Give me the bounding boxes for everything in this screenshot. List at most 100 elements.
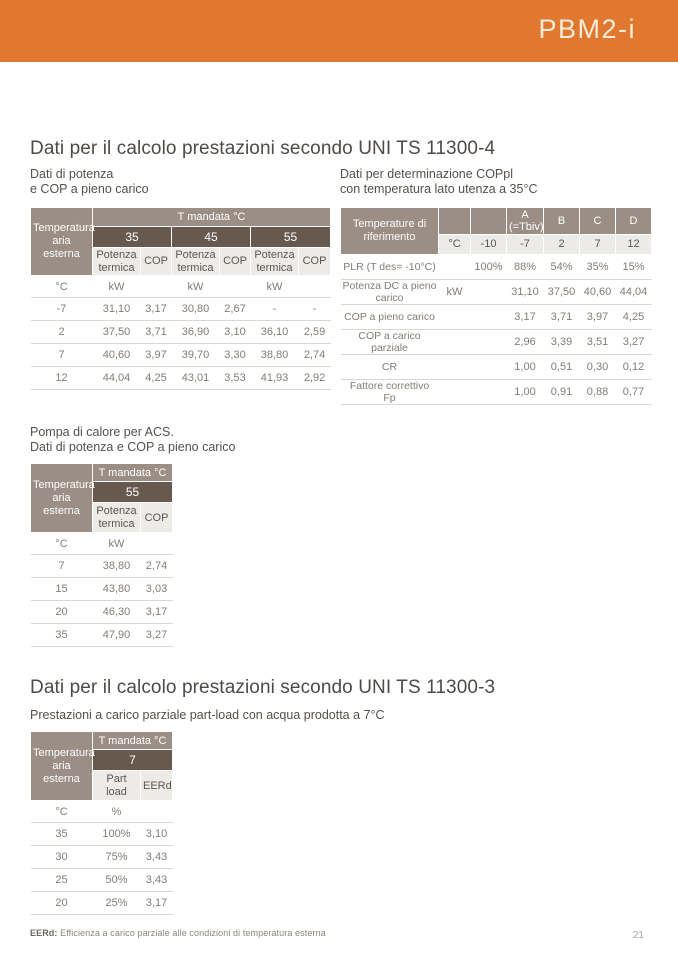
table-cell: 3,17 [145, 897, 168, 910]
t-mandata-header: T mandata °C [91, 731, 174, 751]
table-cell: 37,50 [102, 326, 131, 339]
t-mandata-header: T mandata °C [91, 463, 174, 483]
table-cell: 2,96 [514, 336, 536, 349]
table-cell [299, 276, 331, 298]
col-temp: 12 [615, 234, 652, 255]
table-cell: 25 [55, 874, 68, 887]
table-cell [439, 380, 471, 405]
table-cell: 44,04 [102, 372, 131, 385]
table-cell: 46,30 [102, 606, 131, 619]
table-cell: % [111, 805, 122, 818]
table-cell: °C [55, 537, 68, 550]
table-cell: 0,77 [622, 386, 645, 399]
table-cell: CR [381, 361, 398, 374]
table-cell: 43,01 [181, 372, 210, 385]
table-cell: 20 [55, 897, 68, 910]
table-cell: 3,10 [145, 828, 168, 841]
table-cell: 44,04 [619, 286, 648, 299]
table-cell: 0,12 [622, 361, 645, 374]
table-cell: 3,97 [586, 311, 609, 324]
page-header-bar: PBM2-i [0, 0, 678, 62]
col-letter-d: D [615, 207, 652, 235]
col-letter-blank [470, 207, 507, 235]
col-header-potenza: Potenza termica [171, 246, 220, 277]
col-letter-b: B [543, 207, 580, 235]
table-cell: 1,00 [514, 386, 536, 399]
table-cell: 88% [513, 261, 537, 273]
table-row: Fattore correttivo Fp 1,00 0,91 0,88 0,77 [340, 380, 652, 405]
table-row: PLR (T des= -10°C) 100% 88% 54% 35% 15% [340, 255, 652, 280]
table-cell: 3,17 [514, 311, 536, 324]
col-header-cop: COP [297, 246, 332, 277]
coppl-column: Dati per determinazione COPpl con temper… [340, 167, 652, 405]
table-cell: 3,71 [550, 311, 573, 324]
table-cell: 3,10 [224, 326, 246, 339]
table-row: 20 25% 3,17 [30, 892, 173, 915]
table-cell: 3,51 [586, 336, 609, 349]
col-temp: 2 [543, 234, 580, 255]
page-number: 21 [632, 930, 644, 941]
table-cell: 3,30 [224, 349, 246, 362]
col-header-part-load: Part load [92, 770, 141, 802]
acs-table-title: Pompa di calore per ACS. Dati di potenza… [30, 425, 236, 455]
table-cell: 3,17 [145, 606, 168, 619]
table-cell: 2,74 [303, 349, 326, 362]
table-cell: 36,10 [260, 326, 289, 339]
table-cell: 31,10 [511, 286, 539, 299]
corner-header: Temperatura aria esterna [30, 206, 95, 277]
partload-table: Temperatura aria esterna T mandata °C 7 … [30, 731, 174, 915]
table-row: 25 50% 3,43 [30, 869, 173, 892]
product-name: PBM2-i [538, 13, 636, 44]
t-mandata-header: T mandata °C [91, 207, 332, 227]
table-cell: 20 [55, 606, 68, 619]
table-cell: 7 [58, 560, 65, 573]
temp-group-45: 45 [171, 226, 251, 248]
units-row: °C kW kW kW [30, 276, 331, 298]
col-header-cop: COP [139, 502, 174, 534]
table-cell: - [272, 303, 277, 316]
table-row: CR 1,00 0,51 0,30 0,12 [340, 355, 652, 380]
table-cell: 3,39 [550, 336, 573, 349]
table-cell: 3,97 [145, 349, 167, 362]
table-cell: °C [55, 280, 68, 293]
table-cell: 3,17 [145, 303, 167, 316]
two-column-tables: Dati di potenza e COP a pieno carico Tem… [30, 167, 652, 405]
table-row: COP a carico parziale 2,96 3,39 3,51 3,27 [340, 330, 652, 355]
table-cell: 75% [105, 851, 128, 864]
table-cell: 3,43 [145, 851, 168, 864]
table-cell: kW [108, 280, 125, 293]
col-header-cop: COP [140, 246, 172, 277]
table-cell: 0,88 [586, 386, 609, 399]
table-cell: 41,93 [260, 372, 289, 385]
col-header-eerd: EERd [139, 770, 174, 802]
table-cell: 0,51 [550, 361, 573, 374]
power-cop-column: Dati di potenza e COP a pieno carico Tem… [30, 167, 332, 405]
table-cell: 2,67 [224, 303, 246, 316]
table-cell: 3,27 [145, 629, 168, 642]
eerd-footnote: EERd: Efficienza a carico parziale alle … [30, 928, 650, 938]
table-row: 15 43,80 3,03 [30, 578, 173, 601]
footnote-text: Efficienza a carico parziale alle condiz… [57, 928, 326, 939]
table-cell: 35 [55, 828, 68, 841]
table-row: 35 100% 3,10 [30, 823, 173, 846]
table-cell: kW [187, 280, 204, 293]
table-row: 2 37,50 3,71 36,90 3,10 36,10 2,59 [30, 321, 331, 344]
table-cell: 2,92 [303, 372, 326, 385]
table-row: 35 47,90 3,27 [30, 624, 173, 647]
table-cell [439, 255, 471, 280]
coppl-table-subtitle: Dati per determinazione COPpl con temper… [340, 167, 538, 196]
table-cell: 2 [58, 326, 65, 339]
table-cell: 2,74 [145, 560, 168, 573]
table-cell [471, 330, 507, 355]
table-cell: 3,03 [145, 583, 168, 596]
table-cell: 54% [550, 261, 573, 273]
corner-header: Temperature di riferimento [340, 207, 439, 255]
table-cell: 30 [55, 851, 68, 864]
section-title-uni-ts-11300-3: Dati per il calcolo prestazioni secondo … [30, 677, 496, 699]
table-cell: 100% [102, 828, 131, 841]
table-cell [141, 276, 172, 298]
col-letter-c: C [579, 207, 616, 235]
table-cell: kW [446, 286, 463, 299]
coppl-table: Temperature di riferimento A (=Tbiv) B C… [340, 207, 652, 405]
table-cell: 31,10 [102, 303, 131, 316]
